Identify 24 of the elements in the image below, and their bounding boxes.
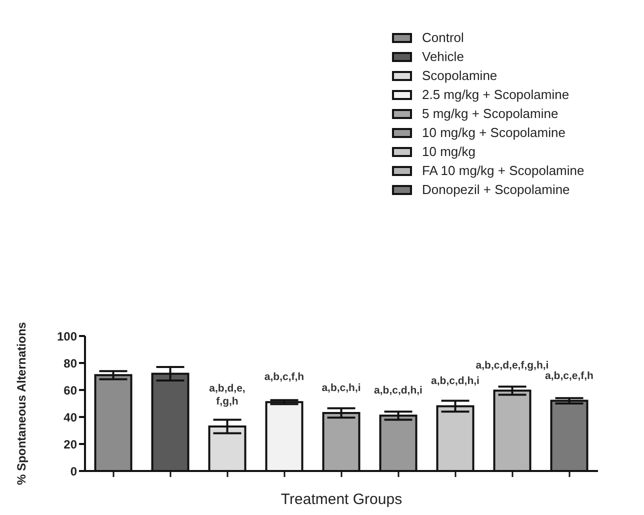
y-tick-label: 40 [64,410,78,424]
legend-label: 2.5 mg/kg + Scopolamine [422,87,570,102]
data-label: a,b,c,d,h,i [431,375,480,388]
legend-label: Control [422,30,464,45]
data-label: a,b,c,e,f,h [545,370,594,382]
y-axis-title: % Spontaneous Alternations [14,322,28,485]
x-axis-title: Treatment Groups [280,491,402,508]
legend-label: Donopezil + Scopolamine [422,182,570,197]
y-tick-label: 0 [70,464,78,478]
legend-label: Vehicle [422,49,464,64]
y-tick-label: 80 [64,356,78,370]
y-tick-label: 20 [64,437,78,452]
legend-label: 10 mg/kg + Scopolamine [422,125,566,140]
legend-label: FA 10 mg/kg + Scopolamine [422,163,584,178]
data-label: a,b,c,d,e,f,g,h,i [476,360,549,372]
data-label: a,b,c,f,h [264,371,304,384]
legend-label: 5 mg/kg + Scopolamine [422,106,558,121]
legend-label: Scopolamine [422,68,498,83]
data-label: a,b,c,d,h,i [374,384,423,397]
legend-label: 10 mg/kg [422,144,476,159]
y-tick-label: 100 [56,329,78,344]
y-tick-label: 60 [64,383,78,398]
data-label: a,b,c,h,i [322,382,361,394]
data-label: a,b,d,e, f,g,h [209,382,246,408]
